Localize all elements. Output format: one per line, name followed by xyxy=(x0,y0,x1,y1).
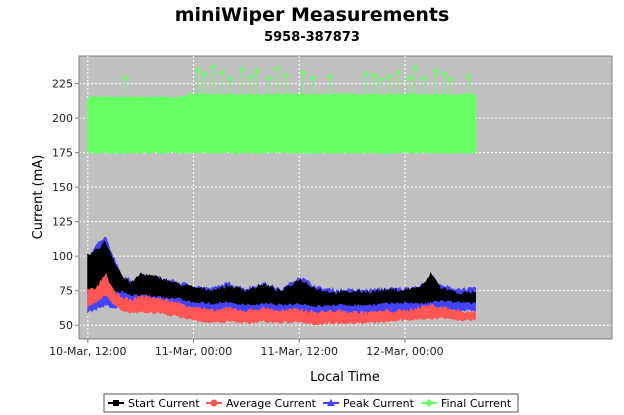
legend-marker-square xyxy=(113,400,119,406)
series-band xyxy=(87,92,476,155)
spike-point xyxy=(362,70,369,77)
spike-point xyxy=(386,73,393,80)
legend-item: Start Current xyxy=(108,397,200,410)
spike-point xyxy=(406,75,413,82)
series-band xyxy=(87,240,476,308)
legend-item: Average Current xyxy=(206,397,317,410)
legend: Start Current Average Current Peak Current… xyxy=(108,397,512,410)
spike-point xyxy=(274,65,281,72)
y-tick-label: 225 xyxy=(52,78,73,91)
spike-point xyxy=(247,73,254,80)
spike-point xyxy=(265,75,272,82)
spike-point xyxy=(300,69,307,76)
chart-title: miniWiper Measurements xyxy=(175,4,450,26)
y-axis-label: Current (mA) xyxy=(31,155,46,240)
legend-marker-triangle xyxy=(327,399,335,406)
y-tick-label: 100 xyxy=(52,250,73,263)
spike-point xyxy=(412,65,419,72)
spike-point xyxy=(394,69,401,76)
legend-marker-diamond xyxy=(425,399,433,407)
series-start-current xyxy=(87,240,476,308)
spike-point xyxy=(121,75,128,82)
spike-point xyxy=(209,64,216,71)
series-layer xyxy=(87,64,476,326)
spike-point xyxy=(309,75,316,82)
spike-point xyxy=(432,68,439,75)
x-tick-label: 12-Mar, 00:00 xyxy=(366,345,443,358)
spike-point xyxy=(371,72,378,79)
y-tick-label: 150 xyxy=(52,181,73,194)
y-tick-label: 75 xyxy=(59,285,73,298)
spike-point xyxy=(421,75,428,82)
spike-point xyxy=(283,72,290,79)
spike-point xyxy=(327,73,334,80)
spike-point xyxy=(441,70,448,77)
spike-point xyxy=(447,76,454,83)
y-tick-label: 125 xyxy=(52,216,73,229)
spike-point xyxy=(227,76,234,83)
legend-label: Start Current xyxy=(128,397,200,410)
legend-label: Average Current xyxy=(226,397,317,410)
x-tick-label: 11-Mar, 12:00 xyxy=(261,345,338,358)
spike-point xyxy=(218,69,225,76)
legend-label: Final Current xyxy=(441,397,512,410)
x-tick-label: 11-Mar, 00:00 xyxy=(155,345,232,358)
y-tick-label: 200 xyxy=(52,112,73,125)
chart-subtitle: 5958-387873 xyxy=(264,30,360,45)
spike-point xyxy=(465,73,472,80)
spike-point xyxy=(253,68,260,75)
spike-point xyxy=(238,66,245,73)
y-tick-label: 50 xyxy=(59,319,73,332)
legend-item: Peak Current xyxy=(323,397,415,410)
series-average-current xyxy=(87,272,476,326)
legend-item: Final Current xyxy=(421,397,512,410)
x-tick-label: 10-Mar, 12:00 xyxy=(49,345,126,358)
y-tick-label: 175 xyxy=(52,147,73,160)
spike-point xyxy=(377,76,384,83)
legend-marker-circle xyxy=(210,399,218,407)
series-final-current xyxy=(87,64,476,155)
axes: 50 75 100 125 150 175 200 225 10-Mar, 12:00 11-Ma… xyxy=(49,56,612,358)
legend-box xyxy=(103,393,519,413)
series-band xyxy=(87,272,476,326)
legend-label: Peak Current xyxy=(343,397,415,410)
spike-point xyxy=(201,70,208,77)
spike-point xyxy=(194,66,201,73)
x-axis-label: Local Time xyxy=(310,370,380,385)
